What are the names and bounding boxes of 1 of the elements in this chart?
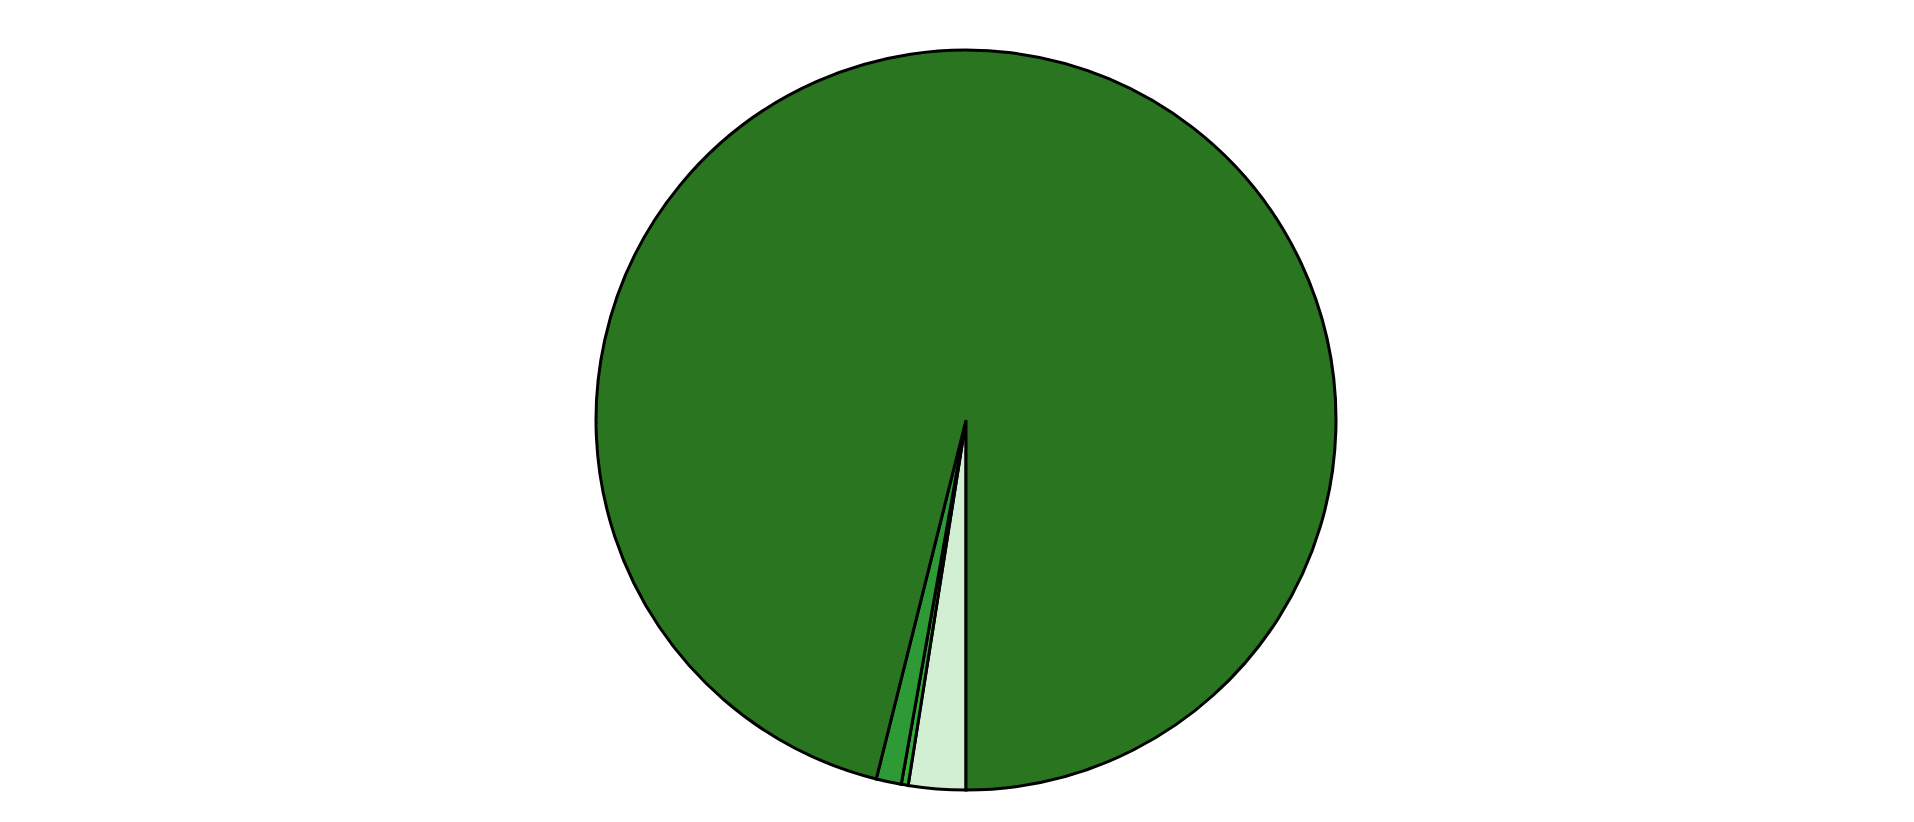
pie-slice (594, 49, 1338, 792)
